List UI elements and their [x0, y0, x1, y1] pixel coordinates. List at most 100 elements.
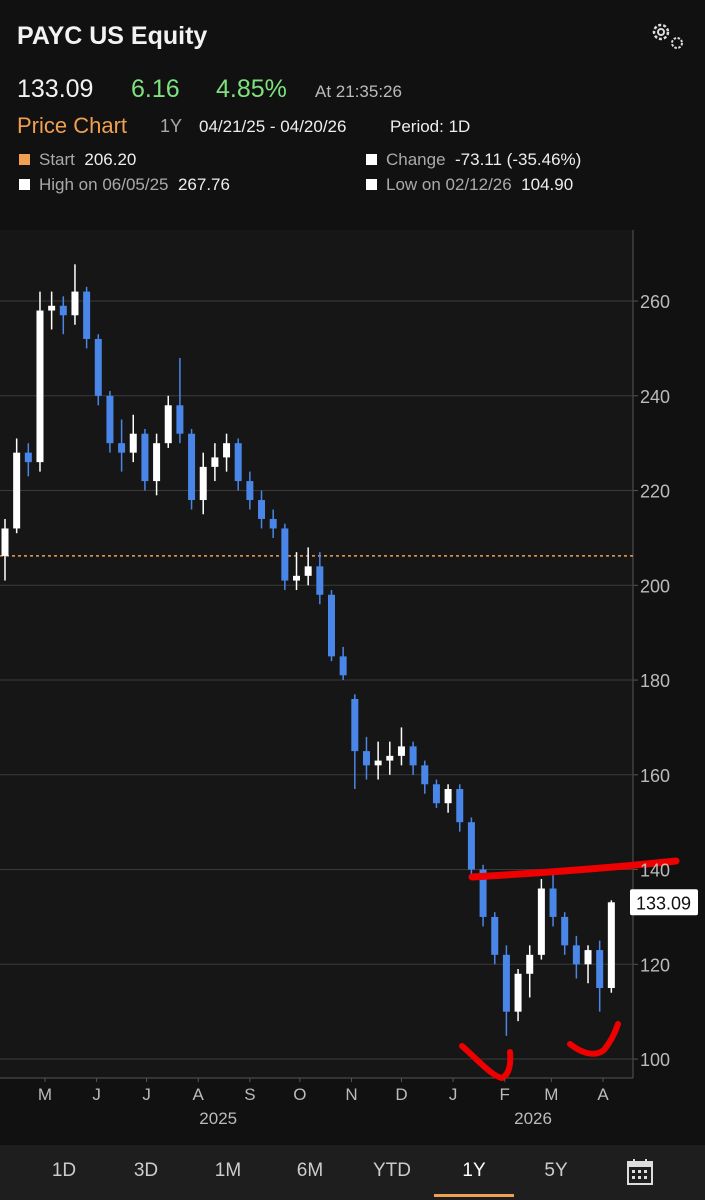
stat-start: Start 206.20: [19, 150, 136, 170]
candle-body: [83, 291, 91, 339]
x-tick-label: D: [395, 1085, 407, 1104]
candle-body: [304, 566, 312, 576]
candle-body: [246, 481, 254, 501]
x-tick-label: J: [142, 1085, 151, 1104]
x-tick-label: O: [293, 1085, 306, 1104]
stat-label: Start: [39, 150, 75, 169]
stat-value: -73.11 (-35.46%): [455, 150, 582, 169]
range-tab[interactable]: 3D: [133, 1160, 159, 1181]
candle-body: [514, 973, 522, 1012]
candle-body: [199, 466, 207, 501]
range: 1Y: [160, 116, 183, 136]
y-tick-label: 200: [640, 576, 670, 596]
x-tick-label: N: [345, 1085, 357, 1104]
candle-body: [188, 433, 196, 501]
candle-body: [432, 784, 440, 804]
range-tab[interactable]: 5Y: [544, 1160, 568, 1181]
candle-body: [572, 945, 580, 965]
candle-body: [234, 443, 242, 482]
candle-body: [351, 699, 359, 752]
candle-body: [362, 751, 370, 766]
candle-body: [13, 452, 21, 529]
candle-body: [526, 954, 534, 974]
candle-body: [549, 888, 557, 917]
title: PAYC US Equity: [17, 22, 208, 50]
y-tick-label: 160: [640, 766, 670, 786]
last-price: 133.09: [17, 75, 94, 103]
candle-body: [129, 433, 137, 453]
x-tick-label: J: [92, 1085, 101, 1104]
candle-body: [537, 888, 545, 955]
date-range: 04/21/25 - 04/20/26: [199, 117, 347, 136]
candle-body: [339, 656, 347, 676]
candle-body: [444, 789, 452, 804]
range-tab[interactable]: 6M: [296, 1160, 324, 1181]
range-tab[interactable]: 1Y: [434, 1160, 514, 1197]
stat-label: Low on 02/12/26: [386, 175, 512, 194]
period: Period: 1D: [390, 117, 471, 136]
candle-body: [164, 405, 172, 444]
candle-body: [502, 954, 510, 1012]
y-tick-label: 100: [640, 1050, 670, 1070]
price-change: 6.16: [131, 75, 180, 103]
range-tab[interactable]: YTD: [373, 1160, 411, 1181]
range-tab[interactable]: 1D: [51, 1160, 77, 1181]
stat-value: 206.20: [84, 150, 137, 169]
x-tick-label: S: [244, 1085, 255, 1104]
stat-label: High on 06/05/25: [39, 175, 169, 194]
candle-body: [607, 902, 615, 988]
y-tick-label: 240: [640, 387, 670, 407]
candle-body: [211, 457, 219, 467]
candle-body: [24, 452, 32, 463]
range-tab[interactable]: 1M: [214, 1160, 242, 1181]
candle-body: [176, 405, 184, 434]
candle-body: [1, 528, 9, 556]
candle-body: [386, 755, 394, 761]
candle-body: [561, 916, 569, 946]
chart-label: Price Chart: [17, 113, 128, 138]
change-percent: 4.85%: [216, 75, 287, 103]
candle-body: [491, 916, 499, 955]
candle-body: [118, 443, 126, 453]
candle-body: [141, 433, 149, 482]
candle-body: [327, 594, 335, 657]
stat-label: Change: [386, 150, 446, 169]
calendar-icon[interactable]: [626, 1158, 654, 1186]
annotation-line: [468, 857, 680, 881]
settings-icon[interactable]: [648, 18, 688, 54]
price-chart: 100 120 140 160 180 200 220 240 260 M J J A S O N D J F M A 2…: [0, 230, 698, 1128]
x-tick-label: A: [597, 1085, 609, 1104]
candle-body: [456, 789, 464, 823]
x-tick-label: M: [544, 1085, 558, 1104]
candle-body: [397, 746, 405, 756]
x-year-label: 2026: [514, 1109, 552, 1128]
candle-body: [153, 443, 161, 482]
candle-body: [596, 950, 604, 988]
candle-body: [374, 760, 382, 766]
x-tick-label: J: [449, 1085, 458, 1104]
candle-body: [584, 950, 592, 965]
stat-value: 104.90: [521, 175, 574, 194]
x-tick-label: M: [38, 1085, 52, 1104]
quote-time: At 21:35:26: [315, 82, 402, 101]
candle-body: [479, 869, 487, 917]
annotation-curve: [459, 1043, 514, 1082]
candle-body: [59, 305, 67, 316]
candle-body: [71, 291, 79, 316]
candle-body: [409, 746, 417, 766]
plot-area: [0, 230, 633, 1078]
candle-body: [269, 518, 277, 529]
y-tick-label: 140: [640, 861, 670, 881]
stat-change: Change -73.11 (-35.46%): [366, 150, 581, 170]
candle-body: [281, 528, 289, 581]
candle-body: [48, 305, 56, 311]
x-tick-label: A: [193, 1085, 205, 1104]
candle-body: [316, 566, 324, 595]
last-price-label: 133.09: [636, 893, 691, 913]
stat-high: High on 06/05/25 267.76: [19, 175, 230, 195]
y-tick-label: 220: [640, 482, 670, 502]
candle-body: [36, 310, 44, 463]
y-tick-label: 260: [640, 292, 670, 312]
x-year-label: 2025: [199, 1109, 237, 1128]
